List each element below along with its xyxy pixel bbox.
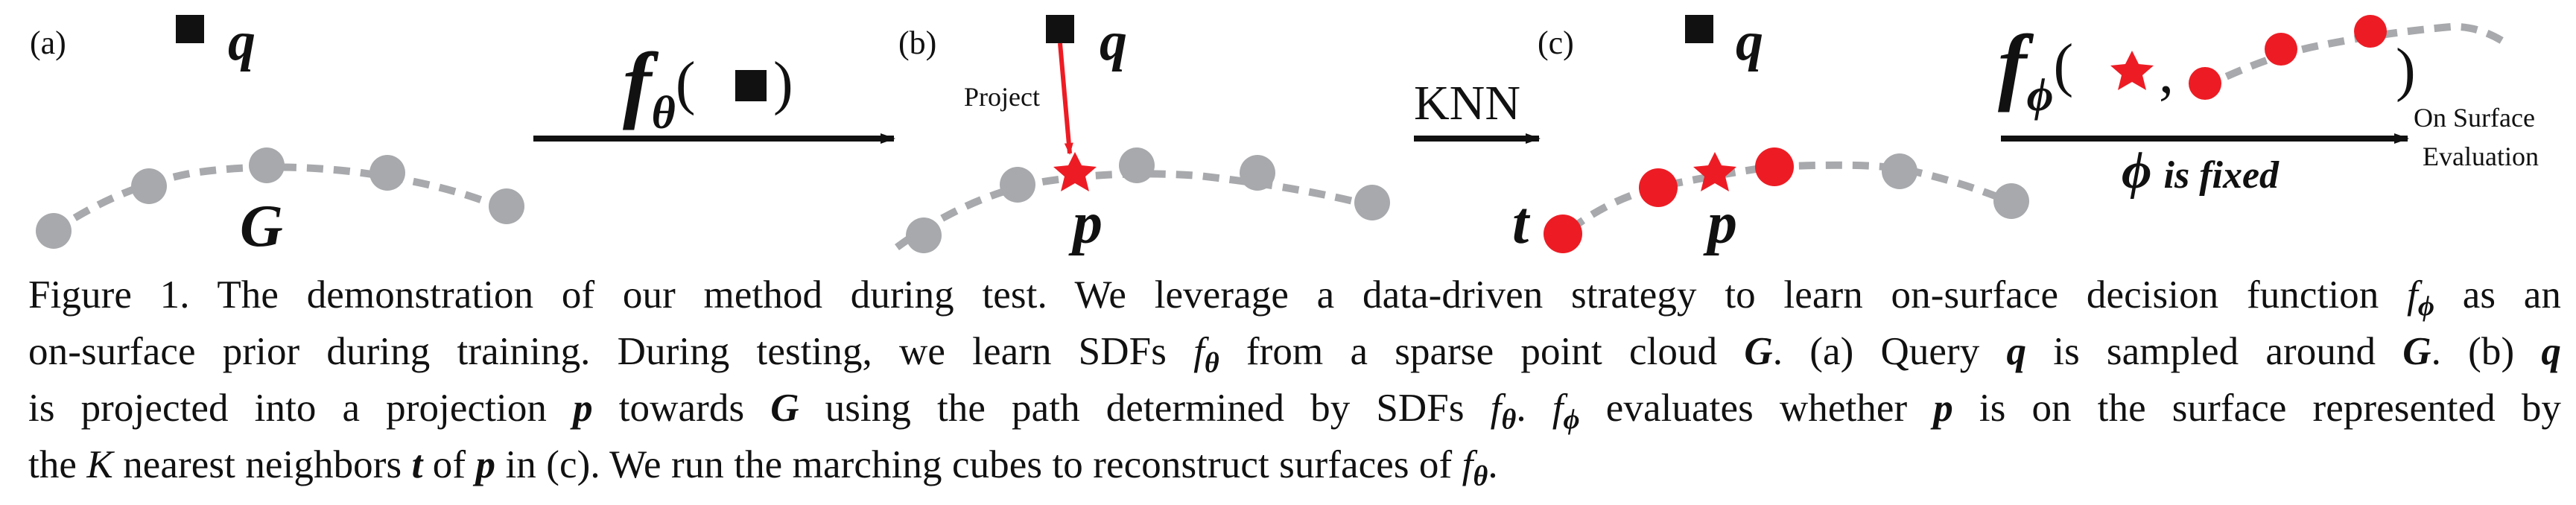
caption-math: K [86,443,113,486]
caption-text: of [422,443,476,486]
knn-label: KNN [1414,76,1520,130]
caption-text: . (b) [2431,330,2542,373]
caption-text: . [1488,443,1498,486]
cloud-label-a: G [240,194,283,259]
neighbor-point-d [2189,67,2221,100]
panel-a: (a) q G [30,11,524,259]
projection-star-c [1693,152,1736,191]
projection-label-b: p [1068,191,1103,256]
caption-line-4: the K nearest neighbors t of p in (c). W… [28,436,2561,493]
query-label-b: q [1100,11,1127,72]
caption-math-sub: ϕ [1563,404,1580,436]
decision-comma: , [2159,40,2174,106]
decision-star [2110,51,2154,90]
caption-text: . (a) Query [1772,330,2007,373]
panel-b-tag: (b) [898,25,936,61]
caption-math: p [475,443,496,486]
caption-math: f [2407,273,2418,317]
caption-math-sub: ϕ [2417,290,2435,323]
project-label: Project [964,82,1040,112]
cloud-point-a [36,213,72,249]
caption-text: Figure 1. The demonstration of our metho… [28,273,2408,317]
caption-text: nearest neighbors [112,443,412,486]
surface-curve-b [895,170,1372,251]
cloud-point-b [1354,185,1390,220]
caption-text: is sampled around [2026,330,2403,373]
caption-text: is projected into a projection [28,387,574,430]
decision-close: ) [2396,37,2416,103]
sdf-func-label: fθ( [623,36,695,139]
arrow-b-c: KNN [1414,76,1541,144]
neighbor-point-d [2265,33,2297,66]
caption-math: f [1462,443,1473,486]
cloud-point-a [131,168,167,204]
figure-illustration: (a) q G fθ( ) (b) q Project p KN [30,11,2539,259]
caption-math: f [1490,387,1502,430]
caption-math-sub: θ [1204,347,1219,379]
panel-a-tag: (a) [30,25,66,61]
cloud-point-c [1882,153,1917,189]
caption-text: as an [2434,273,2561,317]
caption-text: on-surface prior during training. During… [28,330,1194,373]
caption-math: p [573,387,593,430]
caption-math: G [1744,330,1773,373]
caption-line-1: Figure 1. The demonstration of our metho… [28,267,2561,323]
cloud-point-a [489,188,524,224]
caption-line-3: is projected into a projection p towards… [28,380,2561,436]
caption-math-sub: θ [1473,460,1488,492]
project-arrow [1058,42,1073,155]
caption-math: f [1193,330,1205,373]
cloud-point-b [906,217,942,253]
query-label-c: q [1736,11,1763,72]
neighbor-point-c [1639,168,1678,207]
decision-func-label: fϕ( [1998,18,2073,121]
cloud-point-b [1240,155,1275,191]
neighbor-point-c [1544,215,1582,253]
caption-math: p [1933,387,1953,430]
cloud-point-b [1000,167,1035,203]
caption-text: towards [592,387,771,430]
cloud-point-a [249,147,285,183]
query-square-c [1685,15,1713,43]
caption-math: q [2541,330,2561,373]
caption-math: G [770,387,799,430]
cloud-point-b [1119,147,1155,183]
caption-text: using the path determined by SDFs [799,387,1491,430]
neighbor-point-d [2354,15,2387,48]
caption-math: t [411,443,423,486]
neighbors-label-c: t [1512,191,1531,256]
panel-c: (c) q t p [1512,11,2029,256]
neighbor-point-c [1755,147,1794,186]
query-label-a: q [228,11,256,72]
caption-math: q [2006,330,2027,373]
panel-d: fϕ( , ) ϕ is fixed On Surface Evaluation [1998,15,2539,200]
projection-star-b [1053,152,1097,191]
eval-line1: On Surface [2414,103,2535,133]
caption-text: in (c). We run the marching cubes to rec… [495,443,1462,486]
projection-label-c: p [1703,191,1737,256]
panel-b: (b) q Project p [895,11,1390,256]
cloud-point-a [369,155,405,191]
caption-text: evaluates whether [1579,387,1934,430]
sdf-func-close: ) [773,51,793,116]
query-square-b [1046,15,1074,43]
caption-text: is on the surface represented by [1952,387,2562,430]
caption-text: from a sparse point cloud [1219,330,1745,373]
arrow-a-b: fθ( ) [533,36,895,144]
phi-fixed-label: ϕ is fixed [2122,142,2280,200]
query-square-in-func [735,70,767,101]
panel-c-tag: (c) [1538,25,1574,61]
figure-caption: Figure 1. The demonstration of our metho… [28,267,2561,493]
caption-math: G [2402,330,2431,373]
caption-math: f [1552,387,1564,430]
caption-text: . [1516,387,1552,430]
eval-line2: Evaluation [2423,142,2539,171]
caption-math-sub: θ [1501,404,1517,436]
query-square-a [176,15,204,43]
caption-line-2: on-surface prior during training. During… [28,323,2561,380]
cloud-point-c [1993,183,2029,219]
caption-text: the [28,443,87,486]
